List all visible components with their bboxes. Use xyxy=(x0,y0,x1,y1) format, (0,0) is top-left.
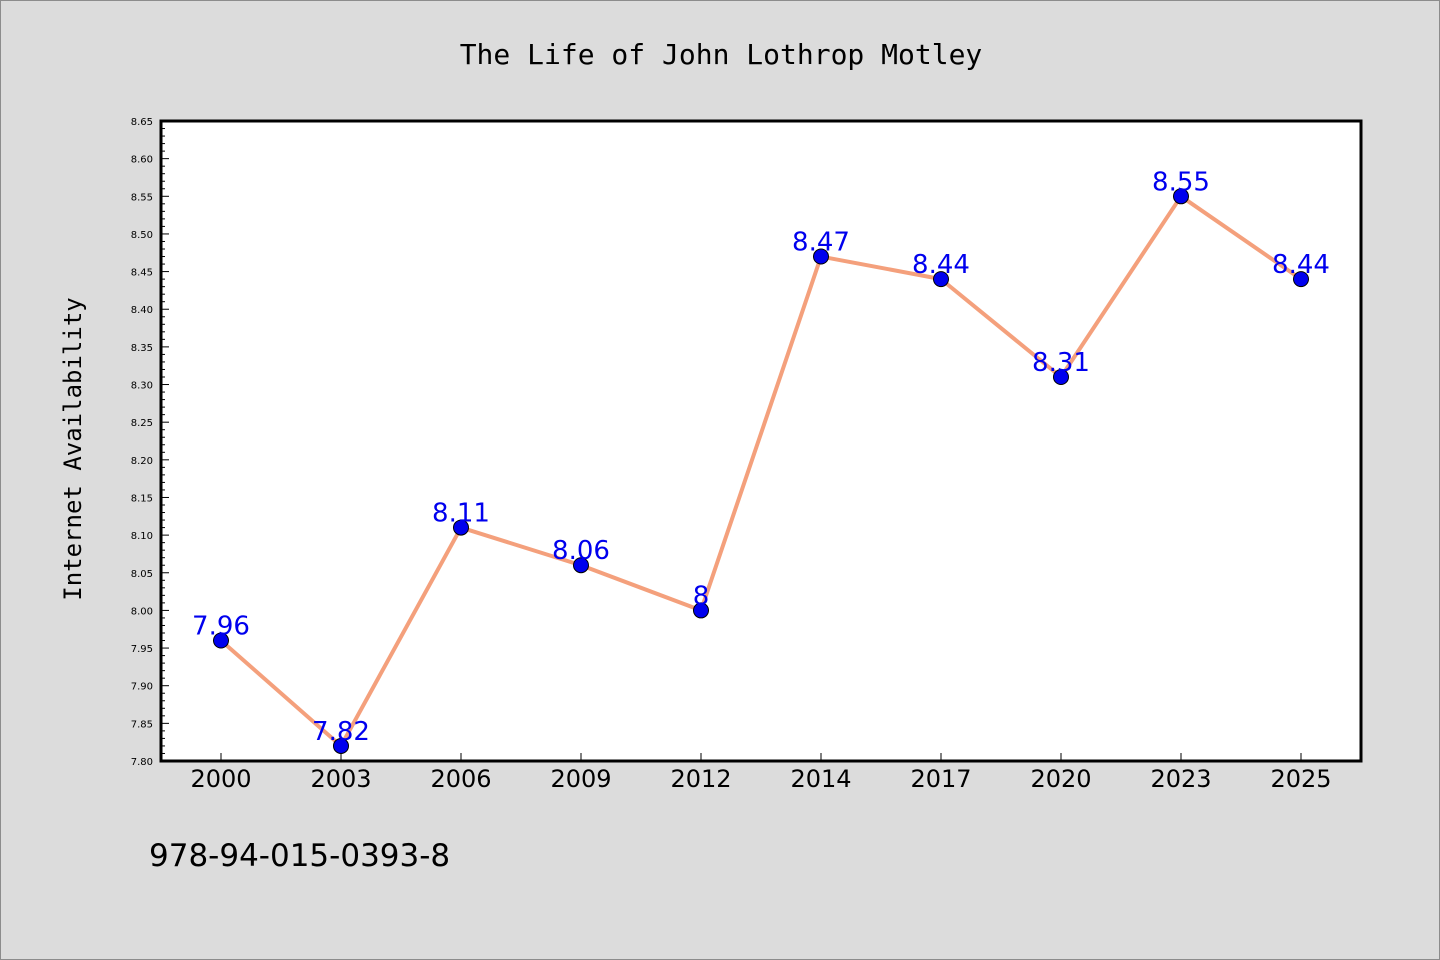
y-tick-label: 8.20 xyxy=(131,456,153,467)
y-tick-label: 7.95 xyxy=(131,644,153,655)
data-point xyxy=(573,557,589,574)
x-tick-label: 2025 xyxy=(1270,765,1331,793)
data-points xyxy=(213,188,1309,754)
y-tick-label: 8.05 xyxy=(131,569,153,580)
y-tick-label: 8.30 xyxy=(131,381,153,392)
data-point xyxy=(333,737,349,754)
y-tick-label: 7.80 xyxy=(131,757,153,768)
x-axis: 2000 2003 2006 2009 2012 2014 2017 2020 2023 2025 xyxy=(190,753,1332,793)
x-tick-label: 2006 xyxy=(430,765,491,793)
x-tick-label: 2012 xyxy=(670,765,731,793)
chart-title: The Life of John Lothrop Motley xyxy=(460,38,983,71)
data-label: 8 xyxy=(693,581,710,611)
y-tick-label: 8.65 xyxy=(131,117,153,128)
y-tick-label: 8.60 xyxy=(131,155,153,166)
data-point xyxy=(1173,188,1189,205)
data-label: 8.47 xyxy=(792,228,850,258)
y-tick-label: 8.10 xyxy=(131,531,153,542)
data-point xyxy=(1293,271,1309,288)
x-tick-label: 2014 xyxy=(790,765,851,793)
data-label: 8.11 xyxy=(432,499,490,529)
data-label: 8.31 xyxy=(1032,348,1090,378)
y-axis: 7.80 7.85 7.90 7.95 8.00 8.05 8.10 8.15 8.20 8.25… xyxy=(131,117,169,768)
y-tick-label: 8.55 xyxy=(131,192,153,203)
y-tick-label: 8.50 xyxy=(131,230,153,241)
y-tick-label: 7.90 xyxy=(131,682,153,693)
y-tick-label: 8.45 xyxy=(131,268,153,279)
data-label: 8.06 xyxy=(552,536,610,566)
x-tick-label: 2020 xyxy=(1030,765,1091,793)
x-tick-label: 2023 xyxy=(1150,765,1211,793)
data-label: 7.96 xyxy=(192,612,250,642)
y-axis-label: Internet Availability xyxy=(59,297,87,600)
data-point xyxy=(453,519,469,536)
data-point xyxy=(1053,369,1069,385)
isbn-annotation: 978-94-015-0393-8 xyxy=(149,838,450,874)
data-labels: 7.96 7.82 8.11 8.06 8 8.47 8.44 8.31 8.55 8.44 xyxy=(192,167,1330,747)
x-tick-label: 2000 xyxy=(190,765,251,793)
y-tick-label: 8.40 xyxy=(131,305,153,316)
data-point xyxy=(693,602,709,619)
data-point xyxy=(933,271,949,288)
plot-area xyxy=(159,119,1363,763)
y-tick-label: 8.15 xyxy=(131,493,153,504)
y-tick-label: 8.00 xyxy=(131,606,153,617)
data-label: 8.44 xyxy=(1272,250,1330,280)
x-tick-label: 2003 xyxy=(310,765,371,793)
data-label: 8.44 xyxy=(912,250,970,280)
y-tick-label: 7.85 xyxy=(131,719,153,730)
data-label: 8.55 xyxy=(1152,167,1210,197)
data-point xyxy=(813,248,829,265)
y-tick-label: 8.25 xyxy=(131,418,153,429)
x-tick-label: 2009 xyxy=(550,765,611,793)
x-tick-label: 2017 xyxy=(910,765,971,793)
series-line-group xyxy=(219,194,1303,748)
data-point xyxy=(213,632,229,649)
series-line xyxy=(219,194,1303,748)
data-label: 7.82 xyxy=(312,717,370,747)
y-tick-label: 8.35 xyxy=(131,343,153,354)
